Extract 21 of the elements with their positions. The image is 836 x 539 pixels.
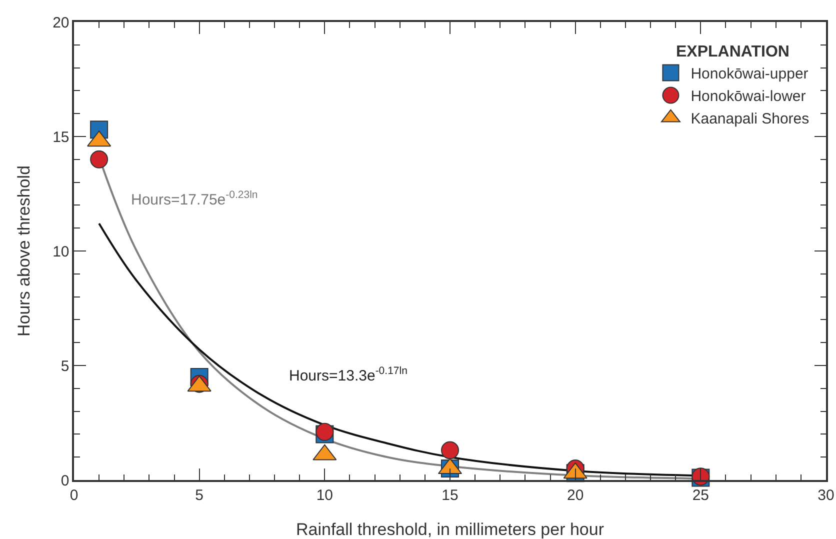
annotation: Hours=13.3e$^{-0.17ln}$ — [289, 365, 408, 384]
x-tick-label: 5 — [195, 486, 204, 504]
point — [441, 441, 459, 460]
y-tick-label: 20 — [52, 14, 70, 32]
y-tick-label: 5 — [60, 358, 70, 375]
x-tick-label: 10 — [316, 486, 334, 504]
y-tick-label: 0 — [60, 472, 70, 490]
x-tick-label: 15 — [442, 486, 458, 504]
y-tick-label: 15 — [52, 128, 70, 146]
point — [90, 150, 108, 168]
legend-label: Kaanapali Shores — [690, 110, 810, 128]
legend-label: Honokōwai-lower — [690, 88, 806, 106]
annotation: Hours=17.75e$^{-0.23ln}$ — [131, 189, 258, 208]
y-tick-label: 10 — [52, 243, 70, 260]
x-tick-label: 25 — [692, 486, 710, 504]
x-tick-label: 30 — [818, 486, 834, 504]
x-axis-title: Rainfall threshold, in millimeters per hour — [296, 520, 604, 539]
y-axis-title: Hours above threshold — [14, 165, 34, 337]
legend-title: EXPLANATION — [676, 44, 790, 61]
x-tick-label: 20 — [566, 486, 584, 504]
legend-label: Honokōwai-upper — [690, 66, 808, 83]
